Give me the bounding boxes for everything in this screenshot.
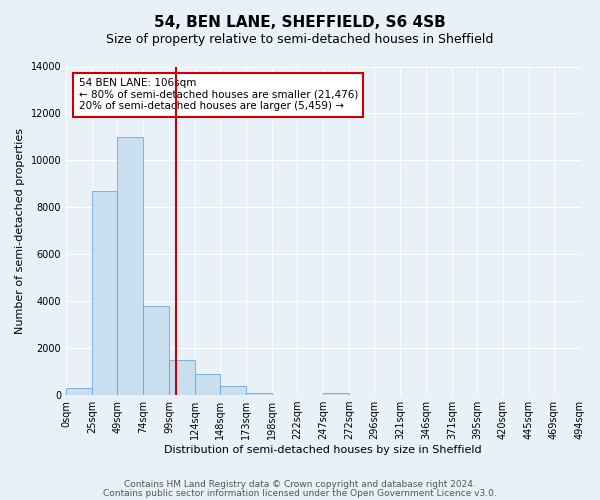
Bar xyxy=(220,386,246,395)
Bar xyxy=(169,360,195,395)
Bar xyxy=(246,392,272,395)
Text: Contains public sector information licensed under the Open Government Licence v3: Contains public sector information licen… xyxy=(103,488,497,498)
Bar xyxy=(323,392,349,395)
X-axis label: Distribution of semi-detached houses by size in Sheffield: Distribution of semi-detached houses by … xyxy=(164,445,482,455)
Y-axis label: Number of semi-detached properties: Number of semi-detached properties xyxy=(15,128,25,334)
Bar xyxy=(195,374,220,395)
Bar xyxy=(92,191,117,395)
Bar xyxy=(117,137,143,395)
Text: 54 BEN LANE: 106sqm
← 80% of semi-detached houses are smaller (21,476)
20% of se: 54 BEN LANE: 106sqm ← 80% of semi-detach… xyxy=(79,78,358,112)
Text: 54, BEN LANE, SHEFFIELD, S6 4SB: 54, BEN LANE, SHEFFIELD, S6 4SB xyxy=(154,15,446,30)
Bar xyxy=(143,306,169,395)
Text: Size of property relative to semi-detached houses in Sheffield: Size of property relative to semi-detach… xyxy=(106,32,494,46)
Text: Contains HM Land Registry data © Crown copyright and database right 2024.: Contains HM Land Registry data © Crown c… xyxy=(124,480,476,489)
Bar xyxy=(66,388,92,395)
